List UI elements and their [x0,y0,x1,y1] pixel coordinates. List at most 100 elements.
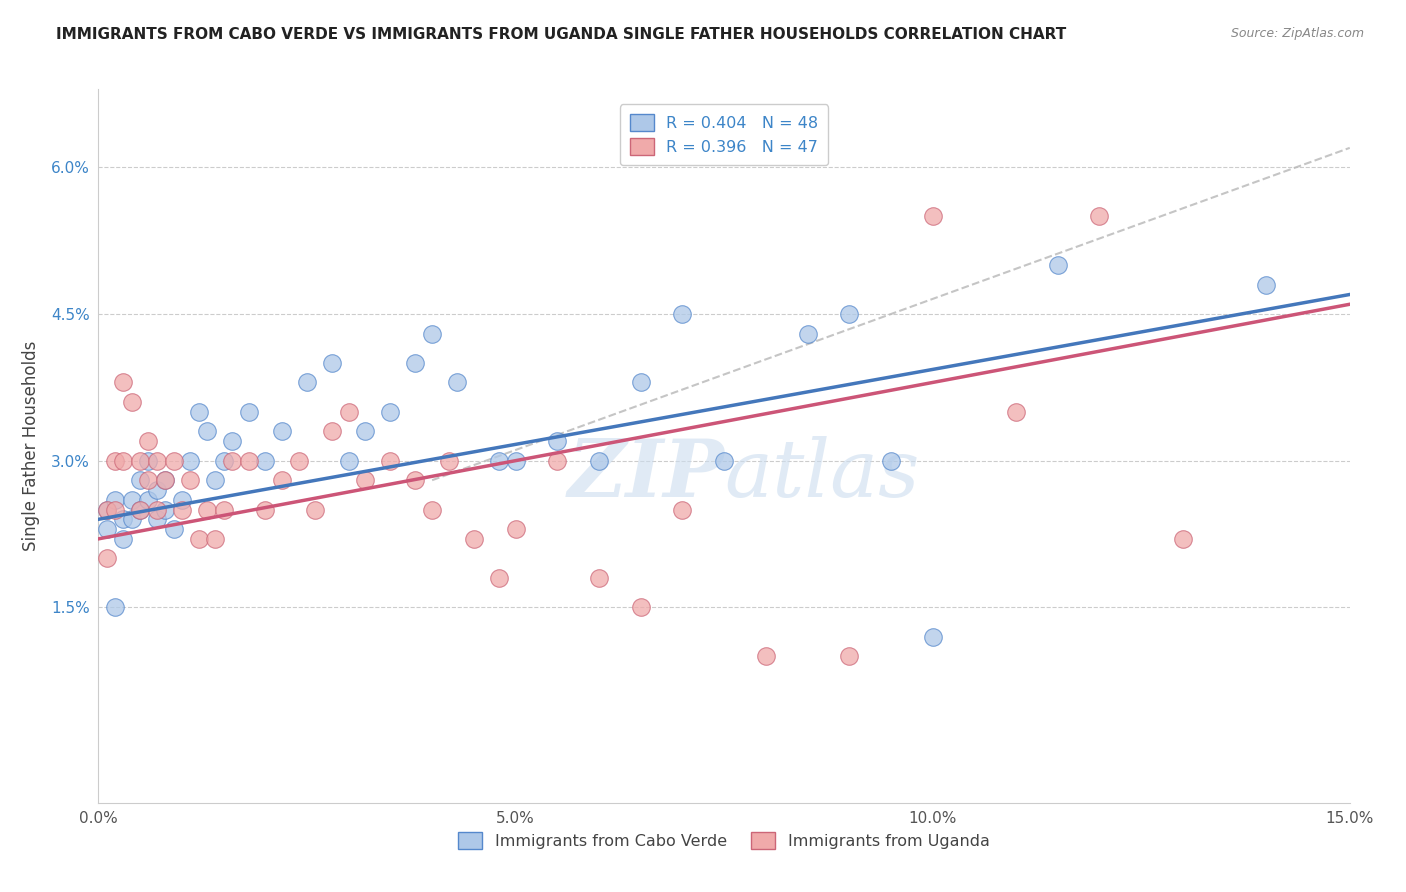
Point [221,453,243,467]
Point [162,453,184,467]
Point [404,473,426,487]
Point [104,453,127,467]
Point [221,434,243,449]
Point [121,512,143,526]
Point [420,326,443,341]
Point [129,453,152,467]
Point [138,492,160,507]
Point [212,502,235,516]
Point [104,600,127,615]
Point [170,502,193,516]
Point [1171,532,1194,546]
Point [404,356,426,370]
Point [212,453,235,467]
Point [204,473,226,487]
Point [138,473,160,487]
Point [337,405,360,419]
Point [713,453,735,467]
Legend: Immigrants from Cabo Verde, Immigrants from Uganda: Immigrants from Cabo Verde, Immigrants f… [449,822,1000,859]
Text: IMMIGRANTS FROM CABO VERDE VS IMMIGRANTS FROM UGANDA SINGLE FATHER HOUSEHOLDS CO: IMMIGRANTS FROM CABO VERDE VS IMMIGRANTS… [56,27,1067,42]
Point [271,473,294,487]
Point [170,492,193,507]
Point [437,453,460,467]
Point [380,405,402,419]
Point [446,376,468,390]
Point [112,453,135,467]
Point [1088,209,1111,223]
Point [121,395,143,409]
Point [129,473,152,487]
Point [354,473,377,487]
Point [96,502,118,516]
Point [321,356,343,370]
Point [838,307,860,321]
Point [195,502,218,516]
Point [112,532,135,546]
Point [187,405,209,419]
Point [254,453,277,467]
Point [630,376,652,390]
Point [304,502,326,516]
Point [254,502,277,516]
Point [796,326,818,341]
Point [187,532,209,546]
Point [755,649,778,664]
Point [129,502,152,516]
Point [238,405,260,419]
Point [295,376,318,390]
Point [671,307,693,321]
Text: Source: ZipAtlas.com: Source: ZipAtlas.com [1230,27,1364,40]
Point [162,522,184,536]
Point [153,502,176,516]
Point [337,453,360,467]
Y-axis label: Single Father Households: Single Father Households [22,341,41,551]
Point [488,571,510,585]
Point [1256,277,1278,292]
Point [121,492,143,507]
Point [146,502,169,516]
Point [488,453,510,467]
Point [271,425,294,439]
Text: atlas: atlas [724,436,920,513]
Point [546,453,568,467]
Point [838,649,860,664]
Point [204,532,226,546]
Point [505,522,527,536]
Point [588,571,610,585]
Point [96,522,118,536]
Point [179,453,201,467]
Point [1005,405,1028,419]
Point [921,630,943,644]
Point [146,512,169,526]
Point [287,453,309,467]
Point [195,425,218,439]
Point [588,453,610,467]
Point [238,453,260,467]
Point [505,453,527,467]
Point [104,502,127,516]
Point [112,512,135,526]
Point [129,502,152,516]
Point [96,551,118,566]
Point [146,483,169,497]
Point [153,473,176,487]
Point [880,453,903,467]
Point [354,425,377,439]
Point [1046,258,1069,272]
Point [420,502,443,516]
Point [96,502,118,516]
Point [921,209,943,223]
Point [179,473,201,487]
Point [138,453,160,467]
Point [321,425,343,439]
Point [380,453,402,467]
Point [138,434,160,449]
Point [671,502,693,516]
Point [104,492,127,507]
Point [153,473,176,487]
Point [546,434,568,449]
Point [146,453,169,467]
Point [112,376,135,390]
Point [630,600,652,615]
Point [463,532,485,546]
